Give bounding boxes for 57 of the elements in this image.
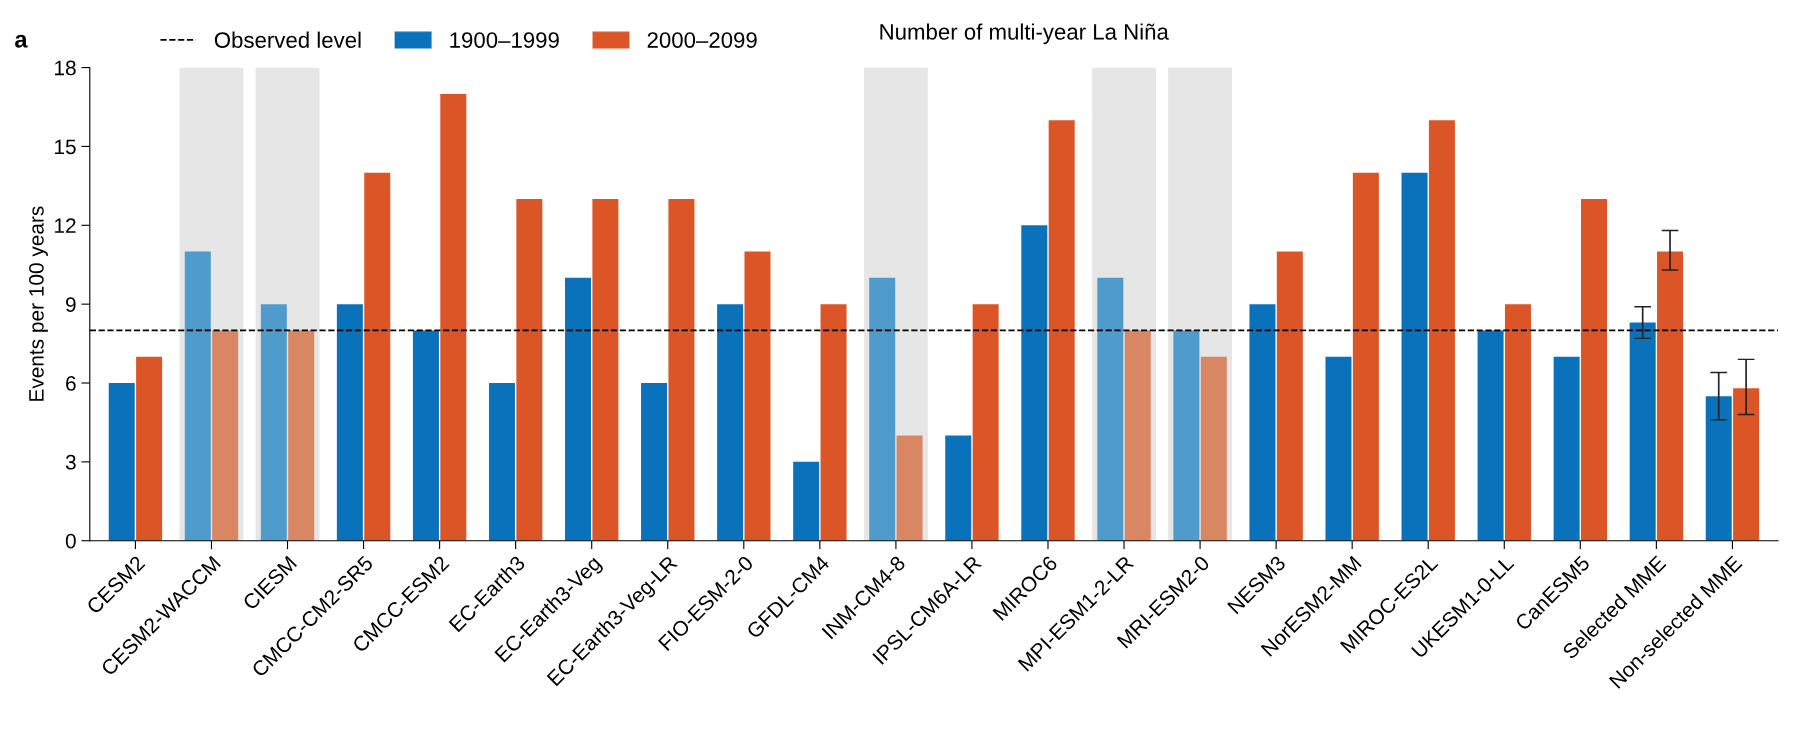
bar — [1401, 172, 1428, 541]
bar — [108, 383, 135, 541]
bar — [1048, 120, 1075, 541]
bar — [1173, 330, 1200, 541]
bar — [1097, 277, 1124, 541]
bar — [592, 199, 619, 541]
bar — [1657, 251, 1684, 541]
y-tick-label: 9 — [66, 297, 76, 312]
y-tick-label: 6 — [66, 376, 76, 391]
bar — [1629, 322, 1656, 541]
bar — [516, 199, 543, 541]
bar — [1021, 225, 1048, 541]
bar — [136, 356, 163, 541]
y-axis-title: Events per 100 years — [29, 206, 48, 401]
bar — [336, 304, 363, 541]
bar — [896, 435, 923, 541]
bar — [1428, 120, 1455, 541]
bar — [820, 304, 847, 541]
legend-label: Observed level — [214, 31, 361, 48]
bar — [1276, 251, 1303, 541]
y-tick-label: 0 — [65, 533, 76, 549]
bar — [972, 304, 999, 541]
y-tick-label: 12 — [55, 218, 76, 233]
bar — [1705, 396, 1732, 541]
bar — [288, 330, 315, 541]
bar — [1504, 304, 1531, 541]
bar — [412, 330, 439, 541]
bar — [1352, 172, 1379, 541]
bar — [641, 383, 668, 541]
legend-label: 1900–1999 — [450, 32, 559, 48]
bar — [260, 304, 287, 541]
bar — [744, 251, 771, 541]
chart-title: Number of multi-year La Niña — [880, 23, 1169, 45]
bar — [1325, 356, 1352, 541]
bar — [1200, 356, 1227, 541]
bar — [1249, 304, 1276, 541]
bar — [212, 330, 239, 541]
bar — [1733, 388, 1760, 541]
bar — [1124, 330, 1151, 541]
bar — [1581, 199, 1608, 541]
bar — [488, 383, 515, 541]
bar — [440, 93, 467, 541]
bar — [869, 277, 896, 541]
y-tick-label: 3 — [65, 454, 76, 470]
bar — [364, 172, 391, 541]
bar — [717, 304, 744, 541]
y-tick-label: 15 — [55, 139, 76, 155]
bar — [945, 435, 972, 541]
y-tick-label: 18 — [55, 60, 76, 76]
bar — [668, 199, 695, 541]
bar — [1553, 356, 1580, 541]
text: a — [15, 34, 28, 48]
bar — [1477, 330, 1504, 541]
bar — [793, 461, 820, 541]
legend-label: 2000–2099 — [647, 32, 757, 48]
bar — [184, 251, 211, 541]
bar — [565, 277, 592, 541]
